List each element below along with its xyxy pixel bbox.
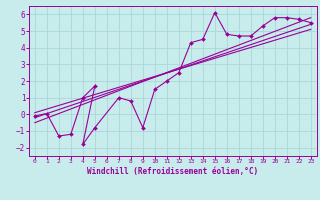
X-axis label: Windchill (Refroidissement éolien,°C): Windchill (Refroidissement éolien,°C) [87,167,258,176]
